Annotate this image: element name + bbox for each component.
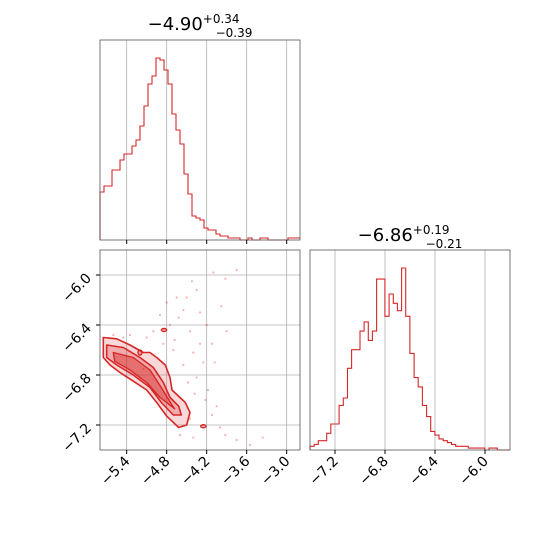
title-median: −4.90	[148, 14, 203, 35]
panel-frame-joint	[99, 249, 301, 451]
sample-point	[210, 413, 214, 417]
x-tick-label: −6.0	[456, 454, 491, 489]
sample-point	[182, 308, 185, 312]
sample-point	[198, 311, 202, 314]
sample-point	[185, 296, 188, 299]
sample-point	[218, 243, 220, 245]
sample-point	[188, 417, 192, 420]
sample-point	[215, 405, 218, 408]
sample-point	[142, 367, 145, 370]
sample-point	[213, 361, 216, 364]
sample-point	[175, 296, 178, 299]
panel-frame-hist-2	[309, 249, 511, 451]
sample-point	[212, 271, 215, 274]
sample-point	[162, 342, 165, 345]
sample-point	[261, 436, 264, 439]
sample-point	[192, 351, 195, 354]
x-tick-label: −3.6	[218, 453, 253, 488]
sample-point	[182, 363, 185, 367]
sample-point	[178, 433, 182, 437]
panel-title-param-1: −4.90+0.34 −0.39	[148, 12, 253, 40]
sample-point	[220, 305, 223, 308]
x-tick-label: −4.8	[138, 454, 173, 489]
sample-point	[224, 277, 227, 280]
panel-frame-hist-1	[99, 39, 301, 241]
title-upper-error: +0.19	[413, 223, 450, 237]
histogram-param-2	[309, 267, 510, 451]
sample-point	[158, 313, 162, 317]
sample-point	[225, 330, 228, 333]
sample-point	[248, 443, 252, 447]
y-tick-label: −7.2	[59, 421, 94, 456]
sample-point	[128, 333, 132, 337]
x-tick-label: −5.4	[98, 453, 133, 488]
sample-point	[202, 361, 205, 364]
title-lower-error: −0.21	[426, 237, 463, 251]
sample-point	[177, 316, 180, 319]
sample-point	[235, 438, 238, 442]
sample-point	[195, 288, 198, 292]
sample-point	[173, 338, 176, 342]
sample-point	[165, 301, 168, 304]
sample-point	[172, 348, 175, 352]
contour-island	[137, 349, 143, 356]
y-tick-label: −6.8	[59, 371, 94, 406]
title-median: −6.86	[358, 225, 413, 246]
histogram-param-1	[99, 57, 300, 241]
panel-title-param-2: −6.86+0.19 −0.21	[358, 223, 463, 251]
joint-plot-area	[102, 243, 264, 447]
y-tick-label: −6.4	[59, 320, 94, 355]
contour-island	[199, 424, 207, 429]
sample-point	[193, 392, 196, 395]
sample-point	[145, 336, 148, 339]
sample-point	[112, 333, 115, 337]
title-layer: −4.90+0.34 −0.39 −6.86+0.19 −0.21	[148, 12, 463, 251]
contour-core	[112, 351, 176, 410]
sample-point	[198, 342, 202, 345]
sample-point	[205, 323, 208, 327]
sample-point	[190, 280, 194, 283]
sample-point	[168, 323, 172, 327]
x-tick-label: −4.2	[178, 454, 213, 489]
sample-point	[152, 330, 155, 333]
sample-point	[206, 388, 210, 392]
x-tick-label: −6.8	[356, 454, 391, 489]
x-tick-label: −7.2	[306, 454, 341, 489]
sample-point	[122, 336, 125, 339]
x-tick-label: −6.4	[406, 453, 441, 488]
title-lower-error: −0.39	[216, 26, 253, 40]
x-tick-label: −3.0	[258, 454, 293, 489]
contour-island	[160, 327, 168, 333]
sample-point	[204, 398, 207, 402]
y-tick-label: −6.0	[59, 271, 94, 306]
sample-point	[195, 376, 198, 379]
sample-point	[224, 433, 227, 437]
sample-point	[186, 381, 190, 384]
plot-layer: −5.4 −4.8 −4.2 −3.6 −3.0 −6.0 −6.4 −6.8 −7.2 −7.2…	[59, 39, 511, 489]
sample-point	[192, 436, 195, 439]
sample-point	[210, 342, 214, 345]
title-upper-error: +0.34	[203, 12, 240, 26]
sample-point	[188, 330, 192, 333]
sample-point	[218, 426, 222, 429]
sample-point	[235, 268, 238, 272]
